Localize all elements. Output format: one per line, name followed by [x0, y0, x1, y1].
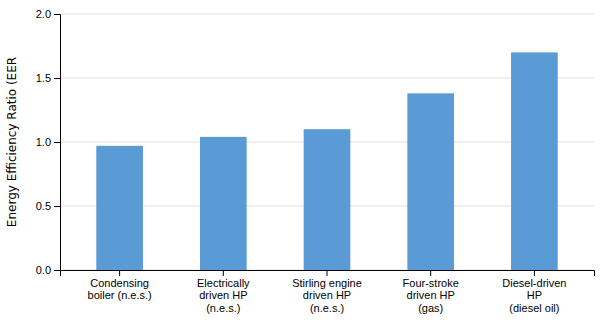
- bars: [96, 52, 557, 270]
- chart: 0.0 0.5 1.0 1.5 2.0 Condensingboiler (n.e.s.)…: [0, 0, 606, 328]
- y-tick-label: 0.0: [36, 264, 51, 276]
- x-tick-label-line: (n.e.s.): [310, 302, 344, 314]
- x-tick-label: Electricallydriven HP(n.e.s.): [197, 277, 250, 314]
- x-tick-label-line: (diesel oil): [509, 302, 559, 314]
- x-tick-label-line: (n.e.s.): [206, 302, 240, 314]
- x-tick-label: Four-strokedriven HP(gas): [403, 277, 459, 314]
- y-tick-label: 1.0: [36, 136, 51, 148]
- y-tick: 1.5: [36, 72, 60, 84]
- x-tick-label: Condensingboiler (n.e.s.): [88, 277, 152, 302]
- grid-line: [60, 14, 594, 15]
- x-tick-mark: [223, 270, 224, 276]
- x-tick-mark: [534, 270, 535, 276]
- x-tick-label-line: boiler (n.e.s.): [88, 289, 152, 301]
- x-tick-label: Stirling enginedriven HP(n.e.s.): [292, 277, 362, 314]
- x-tick-label-line: Diesel-driven: [502, 277, 566, 289]
- x-tick-mark: [119, 270, 120, 276]
- x-tick-label-line: driven HP: [199, 289, 247, 301]
- y-tick-mark: [54, 142, 60, 143]
- x-tick: Four-strokedriven HP(gas): [403, 270, 459, 314]
- y-tick: 2.0: [36, 8, 60, 20]
- y-tick-label: 1.5: [36, 72, 51, 84]
- y-tick: 0.5: [36, 200, 60, 212]
- x-tick-mark: [430, 270, 431, 276]
- y-axis-line: [54, 15, 61, 271]
- x-axis-line: [61, 271, 595, 277]
- plot: 0.0 0.5 1.0 1.5 2.0 Condensingboiler (n.e.s.)…: [36, 8, 595, 314]
- x-tick: Stirling enginedriven HP(n.e.s.): [292, 270, 362, 314]
- y-axis: 0.0 0.5 1.0 1.5 2.0: [36, 8, 61, 276]
- bar: [304, 129, 351, 270]
- x-tick-label-line: Electrically: [197, 277, 250, 289]
- bar: [511, 52, 558, 270]
- x-tick-label: Diesel-drivenHP(diesel oil): [502, 277, 566, 314]
- y-tick: 1.0: [36, 136, 60, 148]
- y-tick-mark: [54, 270, 60, 271]
- bar: [200, 137, 247, 270]
- y-axis-title: Energy Efficiency Ratio (EER: [5, 57, 19, 227]
- x-tick-label-line: (gas): [418, 302, 443, 314]
- x-tick-label-line: Stirling engine: [292, 277, 362, 289]
- bar: [407, 93, 454, 270]
- x-tick-label-line: HP: [527, 289, 542, 301]
- x-tick-label-line: Four-stroke: [403, 277, 459, 289]
- y-tick-mark: [54, 78, 60, 79]
- x-tick: Diesel-drivenHP(diesel oil): [502, 270, 566, 314]
- y-tick-label: 0.5: [36, 200, 51, 212]
- x-tick-mark: [327, 270, 328, 276]
- x-axis: Condensingboiler (n.e.s.)Electricallydri…: [61, 270, 595, 314]
- grid: [60, 14, 594, 270]
- y-tick-mark: [54, 14, 60, 15]
- x-tick-label-line: driven HP: [303, 289, 351, 301]
- bar: [96, 146, 143, 270]
- x-tick: Condensingboiler (n.e.s.): [88, 270, 152, 301]
- y-tick-mark: [54, 206, 60, 207]
- y-tick-label: 2.0: [36, 8, 51, 20]
- x-tick: Electricallydriven HP(n.e.s.): [197, 270, 250, 314]
- y-tick: 0.0: [36, 264, 60, 276]
- x-tick-label-line: driven HP: [407, 289, 455, 301]
- x-tick-label-line: Condensing: [90, 277, 149, 289]
